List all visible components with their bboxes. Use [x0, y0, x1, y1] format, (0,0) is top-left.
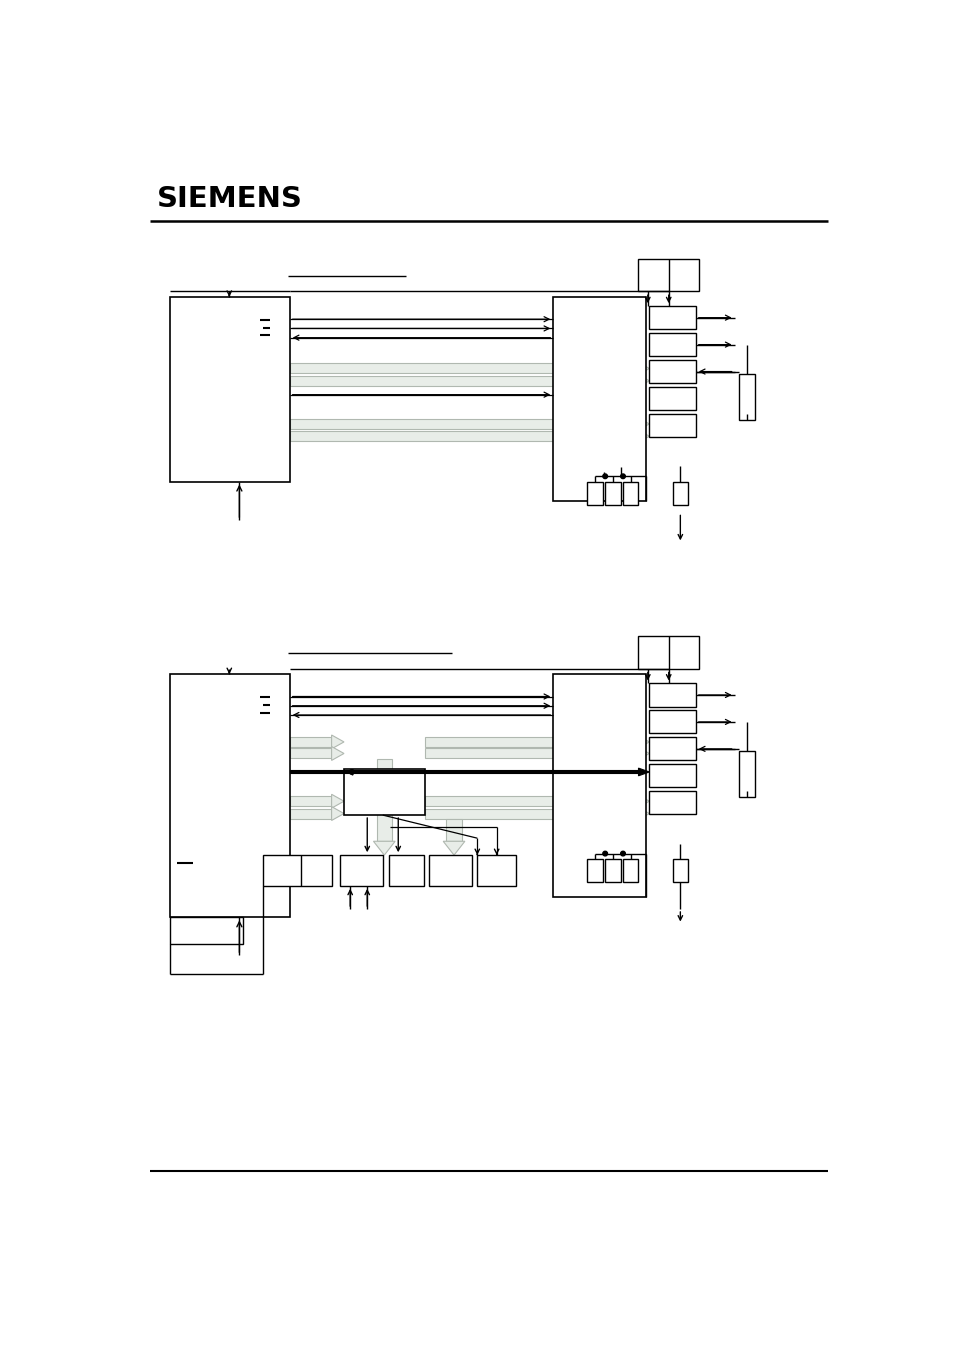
Polygon shape: [332, 794, 344, 808]
Bar: [649, 334, 695, 357]
Circle shape: [620, 851, 624, 857]
Bar: [672, 859, 687, 882]
Bar: [170, 917, 243, 943]
Bar: [290, 796, 332, 807]
Bar: [290, 376, 637, 386]
Polygon shape: [373, 842, 395, 855]
Bar: [476, 855, 516, 886]
Bar: [376, 759, 392, 842]
Bar: [429, 855, 472, 886]
Bar: [425, 796, 637, 807]
Polygon shape: [637, 417, 649, 431]
Polygon shape: [637, 747, 649, 761]
Bar: [638, 636, 699, 669]
Bar: [604, 482, 620, 505]
Bar: [649, 738, 695, 761]
Bar: [290, 736, 332, 747]
Circle shape: [349, 770, 354, 774]
Bar: [649, 386, 695, 411]
Bar: [290, 363, 637, 373]
Bar: [649, 792, 695, 815]
Bar: [340, 855, 382, 886]
Bar: [672, 482, 687, 505]
Polygon shape: [637, 374, 649, 388]
Polygon shape: [637, 794, 649, 808]
Bar: [649, 711, 695, 734]
Circle shape: [620, 474, 624, 478]
Bar: [290, 808, 332, 819]
Bar: [425, 808, 637, 819]
Text: SIEMENS: SIEMENS: [156, 185, 302, 213]
Polygon shape: [637, 735, 649, 748]
Polygon shape: [332, 747, 344, 761]
Bar: [290, 748, 332, 758]
Bar: [389, 855, 423, 886]
Polygon shape: [637, 362, 649, 376]
Polygon shape: [332, 735, 344, 748]
Bar: [290, 770, 638, 774]
Circle shape: [602, 474, 607, 478]
Polygon shape: [638, 769, 649, 775]
Polygon shape: [637, 807, 649, 820]
Bar: [649, 307, 695, 330]
Bar: [170, 297, 290, 482]
Polygon shape: [332, 807, 344, 820]
Bar: [446, 819, 461, 842]
Bar: [638, 259, 699, 292]
Bar: [604, 859, 620, 882]
Bar: [425, 736, 637, 747]
Bar: [344, 769, 425, 815]
Bar: [622, 482, 638, 505]
Bar: [290, 419, 637, 428]
Circle shape: [602, 851, 607, 857]
Bar: [649, 359, 695, 384]
Bar: [425, 748, 637, 758]
Bar: [553, 297, 645, 501]
Bar: [262, 855, 332, 886]
Bar: [649, 765, 695, 788]
Bar: [170, 674, 290, 917]
Polygon shape: [443, 842, 464, 855]
Bar: [739, 751, 754, 797]
Bar: [739, 374, 754, 420]
Bar: [587, 859, 602, 882]
Bar: [649, 413, 695, 436]
Bar: [649, 684, 695, 707]
Bar: [290, 431, 637, 442]
Bar: [587, 482, 602, 505]
Bar: [553, 674, 645, 897]
Bar: [622, 859, 638, 882]
Polygon shape: [637, 430, 649, 443]
